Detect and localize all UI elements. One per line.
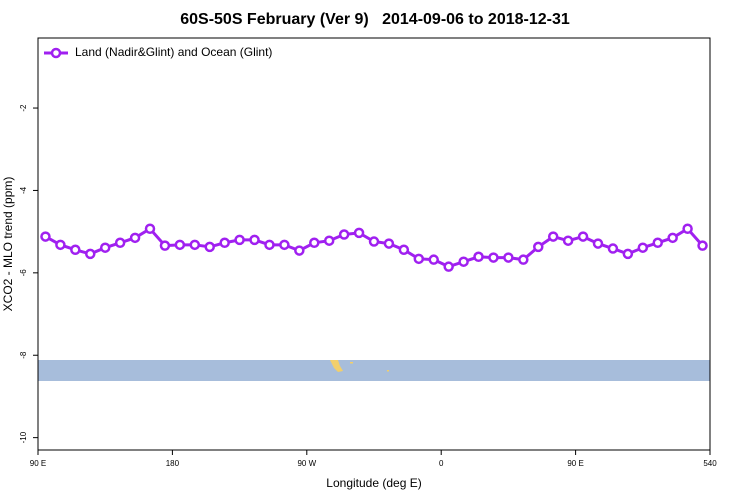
point — [264, 239, 275, 251]
point — [353, 227, 365, 239]
point — [159, 240, 171, 251]
point — [144, 223, 156, 235]
point — [309, 237, 320, 249]
point — [204, 241, 215, 253]
land — [330, 360, 343, 372]
point — [189, 239, 201, 251]
y-tick-label: -10 — [19, 431, 28, 443]
point — [562, 235, 574, 246]
point — [503, 252, 514, 263]
x-tick-label: 90 E — [567, 459, 583, 468]
x-tick-label: 0 — [439, 459, 444, 468]
point — [294, 245, 305, 256]
point — [413, 253, 425, 265]
point — [533, 241, 544, 253]
point — [518, 254, 529, 265]
y-tick-label: -8 — [19, 351, 28, 359]
point — [667, 232, 678, 244]
point — [234, 234, 245, 246]
point — [697, 240, 708, 251]
point — [488, 252, 499, 263]
point — [682, 223, 693, 235]
point — [338, 229, 350, 240]
point — [114, 237, 126, 249]
y-tick-label: -4 — [19, 186, 28, 194]
land — [350, 362, 353, 364]
legend-label: Land (Nadir&Glint) and Ocean (Glint) — [75, 45, 272, 59]
point — [174, 239, 186, 251]
point — [55, 239, 66, 251]
point — [547, 231, 559, 242]
land — [387, 370, 389, 372]
point — [70, 244, 81, 256]
point — [398, 244, 410, 256]
x-tick-label: 540 — [703, 459, 717, 468]
point — [368, 236, 380, 247]
point — [577, 231, 589, 242]
x-tick-label: 90 E — [30, 459, 46, 468]
point — [85, 248, 96, 260]
legend-marker — [50, 47, 62, 59]
point — [458, 256, 469, 267]
series-line — [44, 226, 704, 269]
x-tick-label: 90 W — [297, 459, 316, 468]
plot-frame — [37, 37, 711, 451]
point — [622, 248, 634, 260]
point — [249, 234, 260, 246]
chart-title: 60S-50S February (Ver 9) 2014-09-06 to 2… — [180, 11, 570, 28]
point — [592, 238, 604, 249]
point — [279, 239, 290, 251]
x-axis-title: Longitude (deg E) — [326, 476, 421, 490]
point — [443, 261, 454, 272]
point — [637, 242, 649, 253]
point — [219, 237, 230, 249]
x-tick-label: 180 — [166, 459, 180, 468]
y-tick-label: -6 — [19, 269, 28, 277]
point — [129, 232, 141, 244]
point — [428, 254, 439, 265]
point — [99, 242, 111, 253]
y-axis-title: XCO2 - MLO trend (ppm) — [1, 177, 15, 312]
point — [383, 238, 395, 249]
point — [323, 235, 335, 246]
y-tick-label: -2 — [19, 104, 28, 112]
point — [40, 231, 51, 242]
point — [607, 243, 619, 254]
point — [652, 237, 663, 249]
point — [473, 251, 484, 263]
map-band — [38, 360, 710, 381]
